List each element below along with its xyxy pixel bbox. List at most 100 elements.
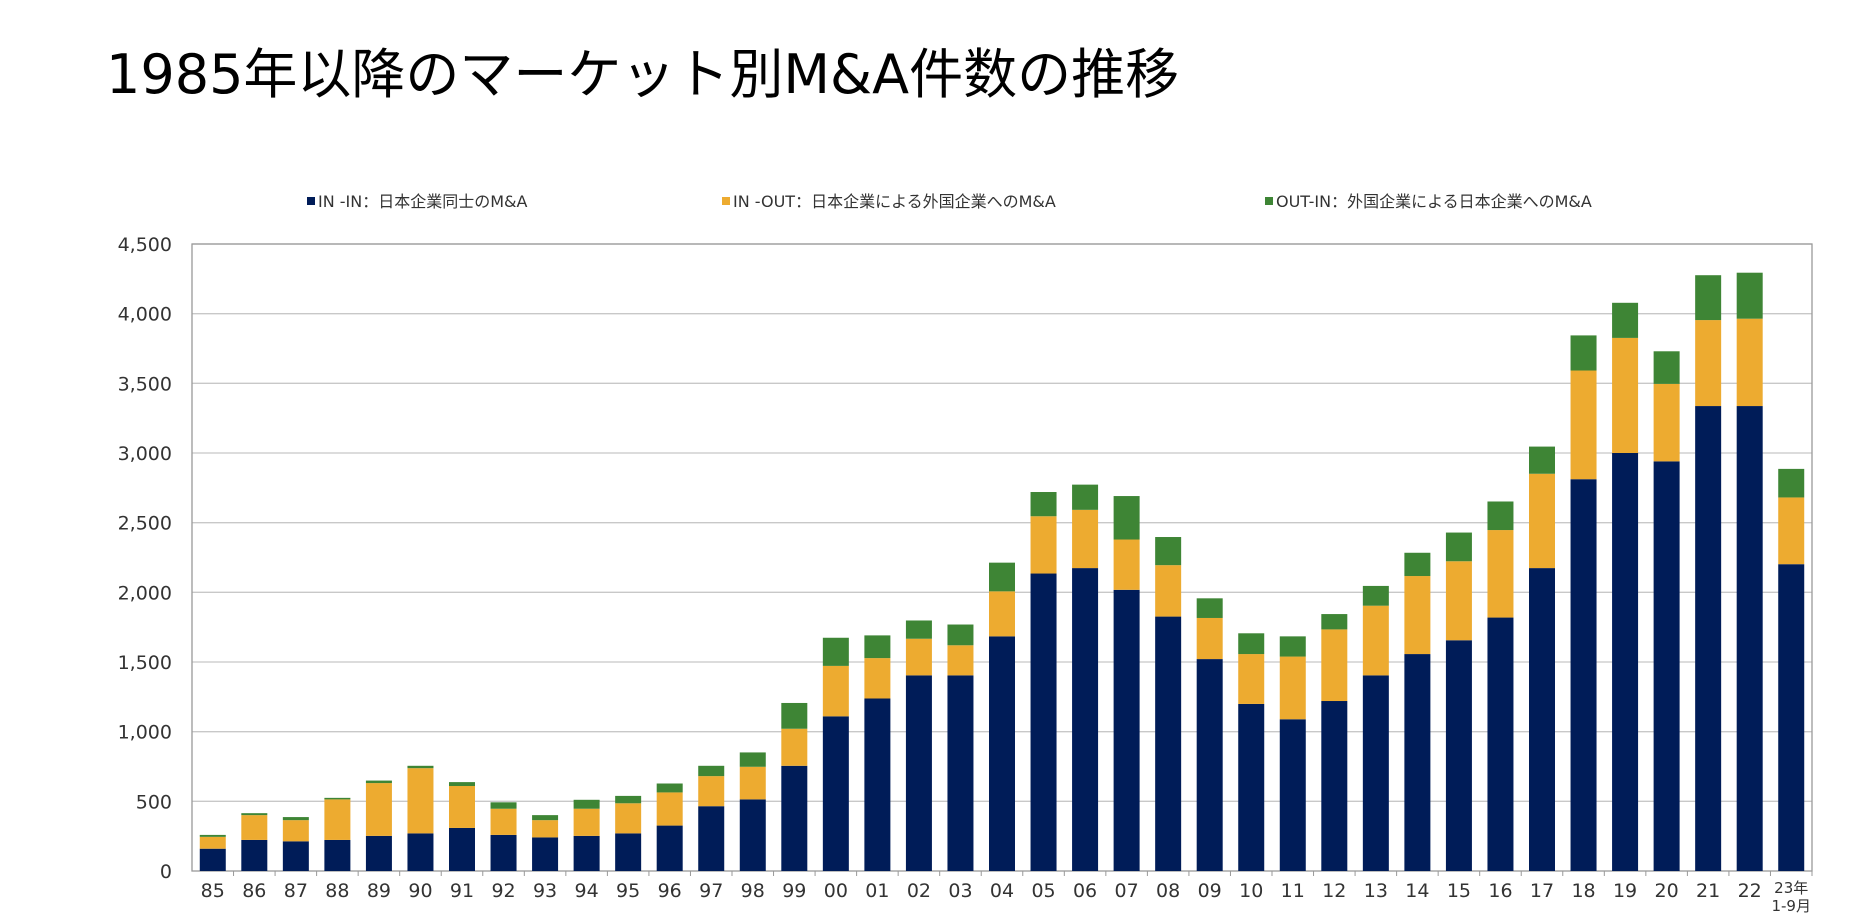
bar-segment-in-in xyxy=(1487,617,1514,871)
x-tick-label: 04 xyxy=(990,880,1014,902)
bar-segment-out-in xyxy=(1445,532,1472,562)
y-tick-label: 0 xyxy=(160,861,172,883)
bar-segment-in-out xyxy=(1238,654,1265,704)
bar-segment-in-out xyxy=(490,808,517,835)
x-tick-label: 08 xyxy=(1156,880,1180,902)
bar-segment-in-out xyxy=(1778,497,1805,565)
x-tick-label: 85 xyxy=(201,880,225,902)
bar-segment-in-in xyxy=(490,834,517,871)
bar-segment-in-out xyxy=(1736,318,1763,407)
bar-segment-out-in xyxy=(989,562,1015,592)
bar-segment-in-in xyxy=(947,675,974,871)
bar-segment-in-out xyxy=(1321,629,1348,702)
bar-segment-out-in xyxy=(199,834,226,837)
x-tick-label: 00 xyxy=(824,880,848,902)
x-tick-label: 01 xyxy=(865,880,889,902)
bar-segment-in-in xyxy=(615,833,642,871)
legend-swatch xyxy=(722,197,730,205)
bar-segment-in-in xyxy=(573,835,600,871)
bar-segment-in-in xyxy=(781,765,808,871)
bar-segment-in-in xyxy=(282,841,309,871)
legend-swatch xyxy=(1265,197,1273,205)
bar-segment-in-out xyxy=(905,638,932,676)
y-tick-label: 4,000 xyxy=(118,304,172,326)
x-tick-label: 18 xyxy=(1571,880,1595,902)
bar-segment-in-out xyxy=(1487,530,1514,618)
bar-segment-out-in xyxy=(656,783,683,793)
bar-segment-in-out xyxy=(1404,576,1431,655)
bar-segment-in-in xyxy=(1445,640,1472,871)
bar-segment-in-in xyxy=(1238,703,1265,871)
bar-segment-in-out xyxy=(864,658,891,699)
bar-segment-in-out xyxy=(573,808,600,836)
bar-segment-in-out xyxy=(449,786,475,828)
bar-segment-out-in xyxy=(1404,552,1431,577)
bar-segment-in-out xyxy=(324,799,351,840)
x-tick-label: 98 xyxy=(741,880,765,902)
bar-segment-in-out xyxy=(1529,473,1555,569)
bar-segment-in-in xyxy=(1362,675,1389,871)
bar-segment-out-in xyxy=(573,799,600,809)
bar-segment-out-in xyxy=(1736,272,1763,319)
bar-segment-in-in xyxy=(1570,479,1597,871)
bar-segment-in-out xyxy=(1362,605,1389,676)
x-tick-label: 87 xyxy=(284,880,308,902)
bar-segment-in-out xyxy=(1155,565,1182,617)
bar-segment-in-in xyxy=(1279,719,1306,871)
bar-segment-in-in xyxy=(905,675,932,871)
bar-segment-out-in xyxy=(1695,275,1722,321)
x-tick-label: 06 xyxy=(1073,880,1097,902)
x-tick-label: 88 xyxy=(325,880,349,902)
x-tick-label: 10 xyxy=(1239,880,1263,902)
y-tick-label: 2,500 xyxy=(118,513,172,535)
bar-segment-out-in xyxy=(282,817,309,821)
bar-segment-out-in xyxy=(1072,484,1099,510)
bar-segment-out-in xyxy=(365,780,392,784)
bar-segment-out-in xyxy=(864,635,891,659)
bar-segment-out-in xyxy=(905,620,932,639)
bar-segment-out-in xyxy=(1321,614,1348,630)
bar-segment-in-in xyxy=(739,799,766,871)
bar-segment-out-in xyxy=(1113,496,1140,540)
bar-segment-in-in xyxy=(1695,406,1722,871)
bar-segment-in-out xyxy=(1113,539,1140,590)
legend-label: OUT-IN：外国企業による日本企業へのM&A xyxy=(1276,192,1592,211)
x-tick-label: 09 xyxy=(1198,880,1222,902)
bar-segment-in-out xyxy=(781,728,808,766)
x-tick-label: 22 xyxy=(1738,880,1762,902)
bar-segment-out-in xyxy=(1196,598,1223,618)
x-tick-label: 03 xyxy=(948,880,972,902)
x-tick-label: 86 xyxy=(242,880,266,902)
x-tick-label: 11 xyxy=(1281,880,1305,902)
bar-segment-in-in xyxy=(1113,589,1140,871)
x-tick-label: 91 xyxy=(450,880,474,902)
x-tick-label: 16 xyxy=(1488,880,1512,902)
x-tick-label: 19 xyxy=(1613,880,1637,902)
bar-segment-in-in xyxy=(1529,568,1555,871)
x-tick-label: 13 xyxy=(1364,880,1388,902)
x-tick-label: 94 xyxy=(575,880,599,902)
bar-segment-in-out xyxy=(698,776,725,807)
x-tick-label: 96 xyxy=(658,880,682,902)
x-tick-label: 07 xyxy=(1115,880,1139,902)
x-tick-label: 23年 1-9月 xyxy=(1771,879,1811,915)
bar-segment-in-in xyxy=(449,827,475,871)
bar-segment-in-out xyxy=(1196,617,1223,660)
bar-segment-out-in xyxy=(490,802,517,809)
bar-segment-out-in xyxy=(1155,537,1182,566)
y-tick-label: 1,500 xyxy=(118,652,172,674)
bar-segment-in-out xyxy=(1653,383,1680,462)
bar-segment-in-in xyxy=(324,839,351,871)
bar-segment-in-out xyxy=(1445,561,1472,641)
bar-segment-in-out xyxy=(822,665,849,717)
x-tick-label: 15 xyxy=(1447,880,1471,902)
x-tick-label: 92 xyxy=(491,880,515,902)
bar-segment-in-in xyxy=(1196,659,1223,871)
bar-segment-out-in xyxy=(739,752,766,767)
bar-segment-out-in xyxy=(449,782,475,787)
x-tick-label: 12 xyxy=(1322,880,1346,902)
bar-segment-in-in xyxy=(1072,568,1099,871)
x-tick-label: 93 xyxy=(533,880,557,902)
bar-segment-in-in xyxy=(1653,461,1680,871)
bar-segment-in-out xyxy=(282,820,309,842)
